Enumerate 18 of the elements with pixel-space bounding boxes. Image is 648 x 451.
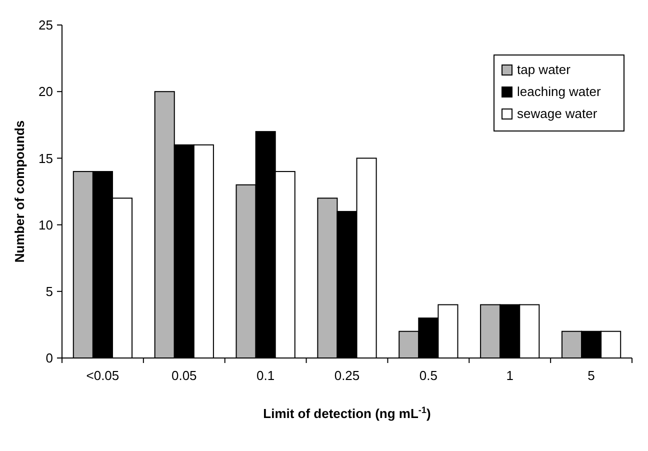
x-tick-label: 0.05: [171, 368, 197, 383]
x-tick-label: 0.5: [419, 368, 438, 383]
y-tick-label: 15: [38, 150, 53, 166]
x-tick-label: 0.1: [256, 368, 275, 383]
legend-label: tap water: [517, 62, 572, 77]
x-tick-label: 0.25: [334, 368, 360, 383]
x-tick-label: <0.05: [86, 368, 120, 383]
y-tick-label: 0: [46, 350, 53, 366]
legend-label: sewage water: [517, 106, 598, 121]
x-tick-label: 5: [588, 368, 595, 383]
x-axis-title: Limit of detection (ng mL$^{-1}$): [263, 405, 431, 421]
y-tick-label: 5: [46, 284, 53, 299]
y-tick-label: 10: [38, 217, 53, 232]
x-tick-label: 1: [506, 368, 514, 383]
y-axis-title: Number of compounds: [12, 120, 27, 263]
legend-label: leaching water: [517, 84, 602, 99]
y-tick-label: 25: [38, 18, 53, 33]
y-tick-label: 20: [38, 84, 53, 100]
